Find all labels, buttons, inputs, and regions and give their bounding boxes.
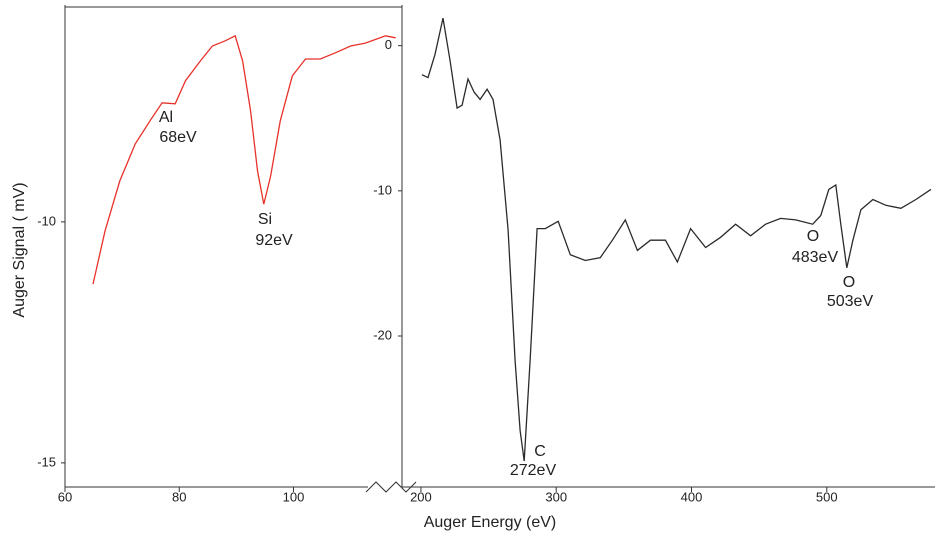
- annotation: O: [807, 228, 819, 245]
- x-tick-label: 300: [545, 489, 567, 504]
- annotation: 503eV: [827, 293, 874, 310]
- y-tick-label: -20: [373, 327, 392, 342]
- x-axis-label: Auger Energy (eV): [424, 514, 557, 531]
- annotation: C: [534, 443, 546, 460]
- data-line: [421, 17, 932, 461]
- y-axis-label: Auger Signal ( mV): [11, 182, 28, 317]
- annotation: 68eV: [159, 129, 197, 146]
- annotation: 483eV: [792, 249, 839, 266]
- annotation: Al: [159, 109, 173, 126]
- annotation: 272eV: [510, 462, 557, 479]
- x-tick-label: 60: [58, 489, 72, 504]
- x-tick-label: 80: [172, 489, 186, 504]
- y-tick-label: -10: [37, 213, 56, 228]
- axis-break: [365, 481, 417, 493]
- y-tick-label: -15: [37, 454, 56, 469]
- x-tick-label: 400: [681, 489, 703, 504]
- annotation: Si: [258, 211, 272, 228]
- x-tick-label: 200: [410, 489, 432, 504]
- annotation: O: [843, 274, 855, 291]
- data-line: [92, 34, 396, 285]
- annotation: 92eV: [255, 232, 293, 249]
- x-tick-label: 100: [283, 489, 305, 504]
- x-tick-label: 500: [816, 489, 838, 504]
- y-tick-label: -10: [373, 182, 392, 197]
- y-tick-label: 0: [385, 37, 392, 52]
